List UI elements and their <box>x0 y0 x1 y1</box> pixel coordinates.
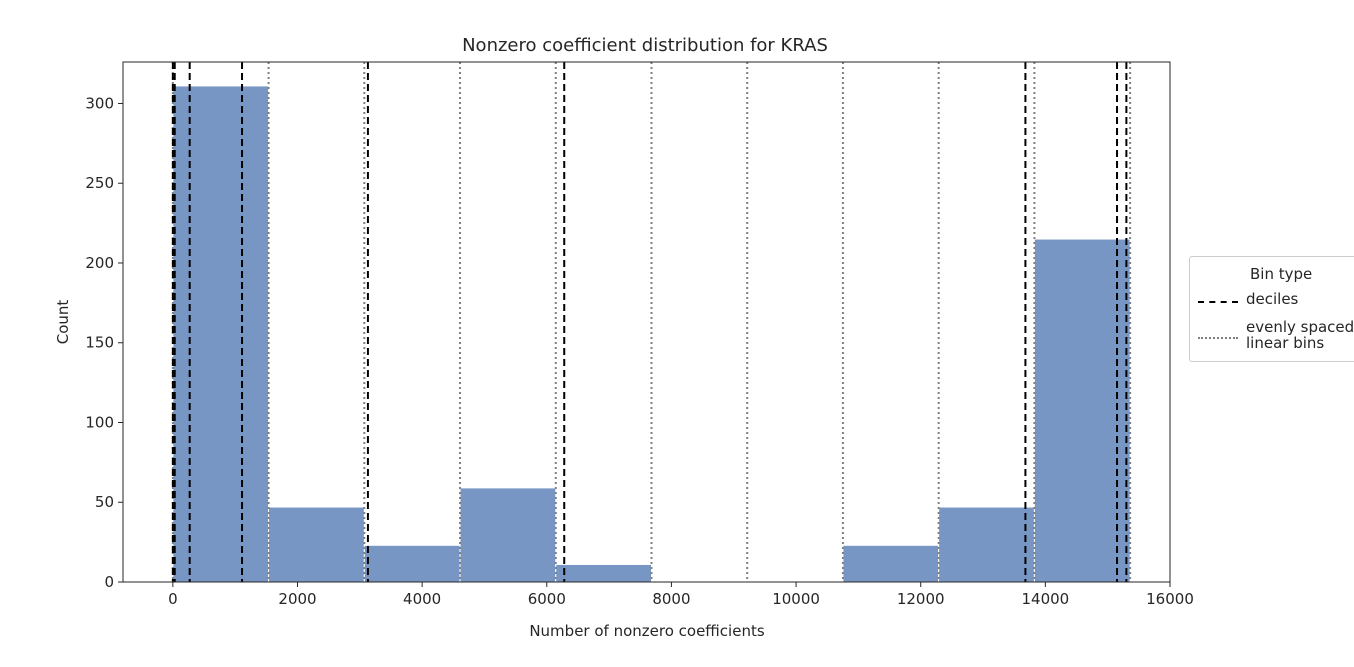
x-tick-label: 16000 <box>1146 590 1194 608</box>
x-tick-label: 8000 <box>652 590 690 608</box>
y-axis-label: Count <box>54 300 72 345</box>
x-tick-label: 14000 <box>1021 590 1069 608</box>
x-tick-label: 4000 <box>403 590 441 608</box>
histogram-bar <box>842 544 940 583</box>
dotted-line-icon <box>1198 337 1238 339</box>
y-tick-label: 50 <box>95 493 114 511</box>
histogram-bar <box>1033 238 1131 583</box>
histogram-bar <box>555 563 652 583</box>
histogram-bar <box>363 544 461 583</box>
legend: Bin type deciles evenly spaced linear bi… <box>1189 256 1354 362</box>
histogram-bar <box>268 506 365 583</box>
x-axis-label: Number of nonzero coefficients <box>529 622 765 640</box>
x-tick-label: 12000 <box>897 590 945 608</box>
histogram-bar <box>938 506 1035 583</box>
legend-label-deciles: deciles <box>1246 290 1299 308</box>
dashed-line-icon <box>1198 301 1238 303</box>
histogram-bar <box>172 85 270 583</box>
y-tick-label: 300 <box>85 94 114 112</box>
x-tick-label: 2000 <box>278 590 316 608</box>
y-tick-label: 200 <box>85 254 114 272</box>
x-tick-label: 0 <box>168 590 178 608</box>
chart-title: Nonzero coefficient distribution for KRA… <box>462 35 828 56</box>
plot-frame <box>122 61 1171 583</box>
y-tick-label: 250 <box>85 174 114 192</box>
histogram-bar <box>459 487 557 583</box>
legend-label-linear-bins: evenly spaced linear bins <box>1246 318 1354 352</box>
x-tick-label: 10000 <box>772 590 820 608</box>
x-tick-label: 6000 <box>528 590 566 608</box>
y-tick-label: 150 <box>85 334 114 352</box>
legend-title: Bin type <box>1250 265 1313 283</box>
y-tick-label: 0 <box>104 573 114 591</box>
y-tick-label: 100 <box>85 413 114 431</box>
